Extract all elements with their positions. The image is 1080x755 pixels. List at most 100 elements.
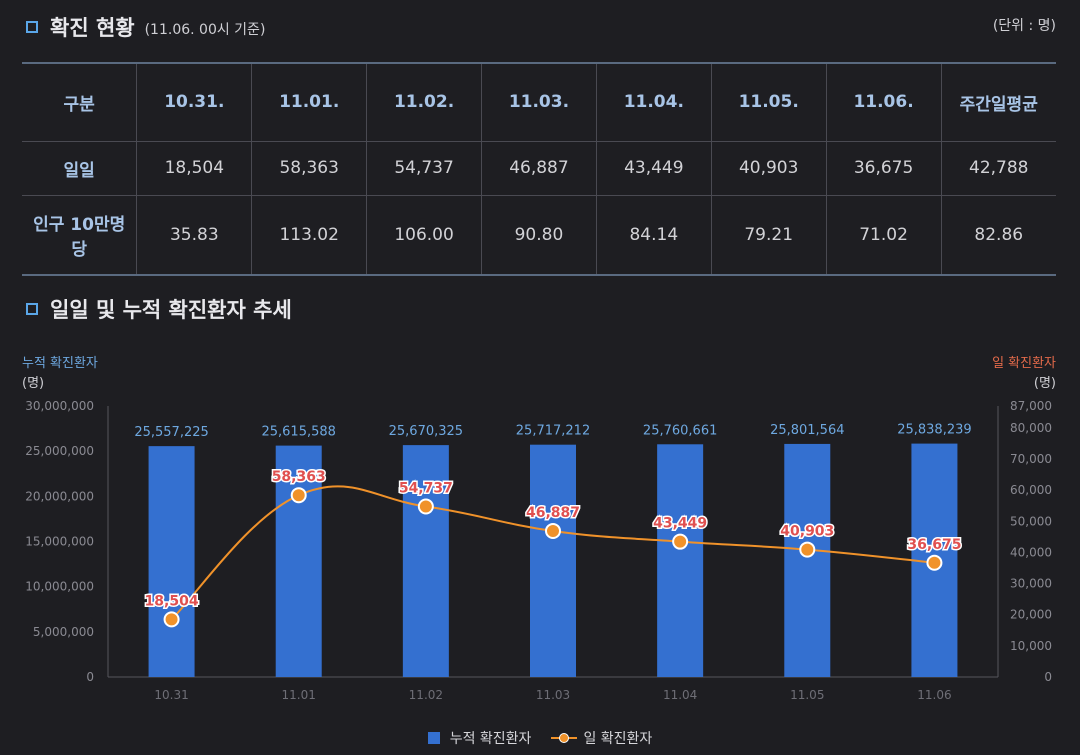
table-corner: 구분 [22, 63, 138, 142]
right-tick-label: 60,000 [1010, 483, 1052, 497]
col-header: 11.02. [366, 63, 482, 142]
row-label: 인구 10만명당 [22, 194, 138, 275]
table-cell: 71.02 [825, 194, 942, 275]
bar-value-label: 25,717,212 [516, 424, 590, 439]
x-tick-label: 11.06 [917, 688, 951, 702]
right-tick-label: 30,000 [1010, 577, 1052, 591]
right-tick-label: 40,000 [1010, 545, 1052, 559]
col-header: 10.31. [136, 63, 253, 142]
table-cell: 58,363 [251, 140, 368, 196]
table-row-daily: 일일 18,504 58,363 54,737 46,887 43,449 40… [22, 140, 1056, 196]
table-cell: 35.83 [136, 194, 253, 275]
bar [530, 444, 576, 677]
table-cell: 54,737 [366, 140, 482, 196]
bar [784, 443, 831, 677]
table-cell: 113.02 [251, 194, 368, 275]
line-point [926, 554, 943, 571]
bar-swatch-icon [427, 732, 440, 744]
table-header-row: 구분 10.31. 11.01. 11.02. 11.03. 11.04. 11… [22, 63, 1056, 142]
left-tick-label: 10,000,000 [25, 580, 94, 594]
line-point [417, 498, 434, 515]
bar-value-label: 25,838,239 [897, 423, 971, 438]
table-row-per-100k: 인구 10만명당 35.83 113.02 106.00 90.80 84.14… [22, 194, 1056, 275]
legend-label: 누적 확진환자 [449, 731, 532, 747]
bar [657, 444, 704, 677]
section-title: 확진 현황 [50, 16, 135, 40]
combo-chart: 0 5,000,000 10,000,000 15,000,000 20,000,000… [25, 399, 1052, 702]
table-cell: 79.21 [710, 194, 827, 275]
table-cell: 82.86 [940, 194, 1056, 275]
right-axis-title: 일 확진환자 [992, 356, 1056, 371]
line-point [799, 541, 816, 558]
chart-section-title: 일일 및 누적 확진환자 추세 [50, 298, 292, 322]
square-bullet-icon [26, 303, 38, 315]
bar-value-label: 25,615,588 [261, 425, 335, 440]
left-axis-unit: (명) [22, 376, 45, 391]
legend-item-daily[interactable]: 일 확진환자 [551, 728, 652, 748]
row-label: 일일 [22, 140, 138, 196]
legend-item-cumulative[interactable]: 누적 확진환자 [427, 728, 532, 748]
line-value-label: 46,887 [526, 505, 580, 521]
bar-value-label: 25,760,661 [643, 423, 717, 438]
col-header: 11.01. [251, 63, 368, 142]
x-tick-label: 11.03 [536, 688, 570, 702]
line-point [163, 611, 180, 628]
right-tick-label: 20,000 [1010, 608, 1052, 622]
right-tick-label: 87,000 [1010, 399, 1052, 413]
x-tick-label: 11.04 [663, 688, 697, 702]
left-tick-label: 0 [86, 670, 94, 684]
line-point [545, 522, 561, 539]
x-tick-label: 11.01 [282, 688, 316, 702]
trend-header: 일일 및 누적 확진환자 추세 [26, 294, 292, 324]
right-tick-label: 50,000 [1010, 514, 1052, 528]
table-cell: 46,887 [481, 140, 597, 196]
line-value-label: 54,737 [399, 480, 453, 496]
table-cell: 84.14 [595, 194, 712, 275]
line-value-label: 40,903 [780, 524, 834, 540]
col-header: 11.05. [710, 63, 827, 142]
bar-value-label: 25,557,225 [134, 425, 208, 440]
table-cell: 106.00 [366, 194, 482, 275]
table-cell: 18,504 [136, 140, 253, 196]
left-tick-label: 20,000,000 [25, 489, 94, 503]
left-tick-label: 5,000,000 [33, 625, 94, 639]
bar-value-label: 25,801,564 [770, 423, 844, 438]
table-cell: 36,675 [825, 140, 942, 196]
right-tick-label: 10,000 [1010, 639, 1052, 653]
col-header: 11.03. [481, 63, 597, 142]
stats-table: 구분 10.31. 11.01. 11.02. 11.03. 11.04. 11… [22, 62, 1056, 276]
col-header-weekly-avg: 주간일평균 [940, 63, 1056, 142]
col-header: 11.04. [595, 63, 712, 142]
square-bullet-icon [26, 21, 38, 33]
bar [275, 445, 322, 677]
x-tick-label: 10.31 [154, 688, 188, 702]
line-value-label: 43,449 [653, 516, 707, 532]
legend-label: 일 확진환자 [583, 731, 653, 747]
x-tick-label: 11.05 [790, 688, 824, 702]
bar [402, 445, 449, 677]
line-value-label: 18,504 [145, 593, 199, 609]
line-point [290, 487, 307, 504]
unit-label: (단위 : 명) [992, 18, 1056, 34]
bar [148, 446, 195, 677]
left-axis-title: 누적 확진환자 [22, 356, 98, 371]
status-header: 확진 현황 (11.06. 00시 기준) [26, 12, 265, 42]
left-tick-label: 30,000,000 [25, 399, 94, 413]
bar-value-label: 25,670,325 [389, 424, 463, 439]
left-tick-label: 15,000,000 [25, 535, 94, 549]
reference-time: (11.06. 00시 기준) [144, 22, 266, 38]
table-cell: 90.80 [481, 194, 597, 275]
table-cell: 42,788 [940, 140, 1056, 196]
x-tick-label: 11.02 [409, 688, 443, 702]
line-marker-icon [551, 732, 578, 744]
right-tick-label: 80,000 [1010, 421, 1052, 435]
col-header: 11.06. [825, 63, 942, 142]
right-tick-label: 0 [1044, 670, 1052, 684]
right-axis-unit: (명) [1033, 376, 1056, 391]
line-value-label: 58,363 [272, 469, 326, 485]
right-tick-label: 70,000 [1010, 452, 1052, 466]
line-value-label: 36,675 [907, 537, 961, 553]
left-tick-label: 25,000,000 [25, 444, 94, 458]
table-cell: 40,903 [710, 140, 827, 196]
table-cell: 43,449 [595, 140, 712, 196]
